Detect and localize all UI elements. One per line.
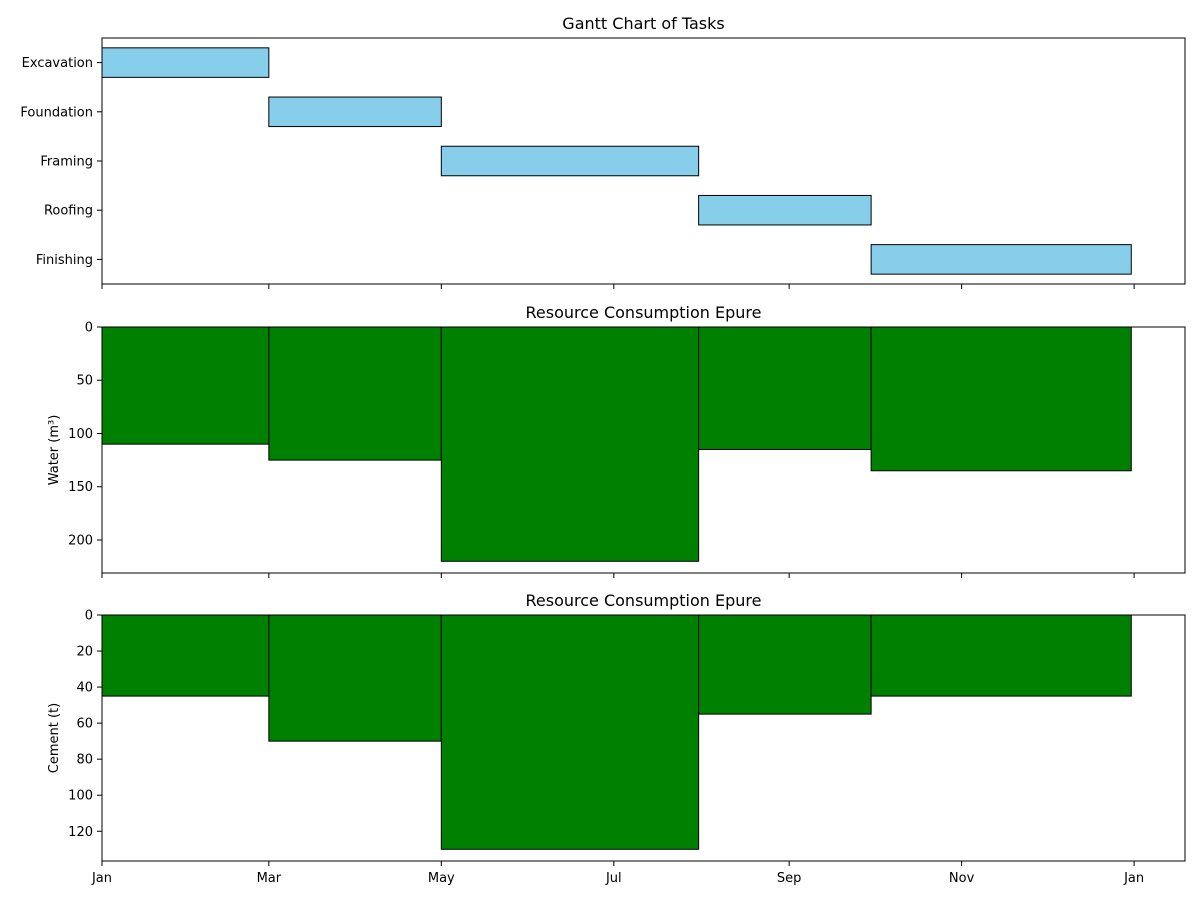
- axes-frame: [101, 326, 1186, 574]
- x-tick-label: Nov: [949, 871, 975, 886]
- bar: [268, 326, 442, 461]
- y-tick-label: 20: [76, 645, 93, 660]
- panel-2-title: Resource Consumption Epure: [526, 303, 762, 322]
- x-tick-label: Jan: [1123, 871, 1144, 886]
- axes-frame: [101, 614, 1186, 862]
- y-tick-label: Excavation: [22, 56, 93, 71]
- bar: [870, 614, 1132, 697]
- bar: [101, 326, 270, 445]
- y-tick-label: 60: [76, 717, 93, 732]
- y-tick-label: Framing: [40, 155, 93, 170]
- x-tick-label: May: [428, 871, 455, 886]
- bar: [440, 614, 700, 850]
- panel-1-title: Gantt Chart of Tasks: [562, 14, 724, 33]
- panel-1: Gantt Chart of Tasks Excavation Foundation…: [20, 14, 1186, 289]
- y-tick-label: 40: [76, 681, 93, 696]
- axes-frame: [101, 37, 1186, 285]
- y-tick-label: Finishing: [36, 253, 93, 268]
- bar: [698, 614, 872, 715]
- y-tick-label: 120: [68, 825, 93, 840]
- y-tick-label: 100: [68, 789, 93, 804]
- task-bar: [698, 194, 872, 226]
- y-tick-label: 150: [68, 480, 93, 495]
- y-tick-label: 80: [76, 753, 93, 768]
- y-tick-label: 50: [76, 374, 93, 389]
- bar: [101, 614, 270, 697]
- task-bar: [268, 96, 442, 128]
- panel-2: Resource Consumption Epure 0 50 100 150 200 Wa…: [47, 303, 1186, 578]
- x-tick-label: Jul: [605, 871, 622, 886]
- y-tick-label: 0: [85, 321, 93, 336]
- y-axis-label: Cement (t): [47, 703, 62, 773]
- y-axis-label: Water (m³): [47, 415, 62, 486]
- y-tick-label: 200: [68, 533, 93, 548]
- plots: Gantt Chart of Tasks Excavation Foundation…: [20, 14, 1186, 886]
- y-tick-label: Foundation: [20, 105, 93, 120]
- x-tick-label: Mar: [257, 871, 282, 886]
- y-tick-label: 0: [85, 609, 93, 624]
- bar: [870, 326, 1132, 472]
- x-tick-label: Sep: [777, 871, 802, 886]
- bar: [698, 326, 872, 450]
- panel-3-title: Resource Consumption Epure: [526, 591, 762, 610]
- y-tick-label: 100: [68, 427, 93, 442]
- x-tick-label: Jan: [91, 871, 112, 886]
- bar: [268, 614, 442, 742]
- panel-3: Resource Consumption Epure 0 20 40 60 80 100 12…: [47, 591, 1186, 886]
- task-bar: [870, 244, 1132, 275]
- task-bar: [101, 47, 270, 78]
- task-bar: [440, 145, 700, 177]
- y-tick-label: Roofing: [44, 204, 93, 219]
- bar: [440, 326, 700, 562]
